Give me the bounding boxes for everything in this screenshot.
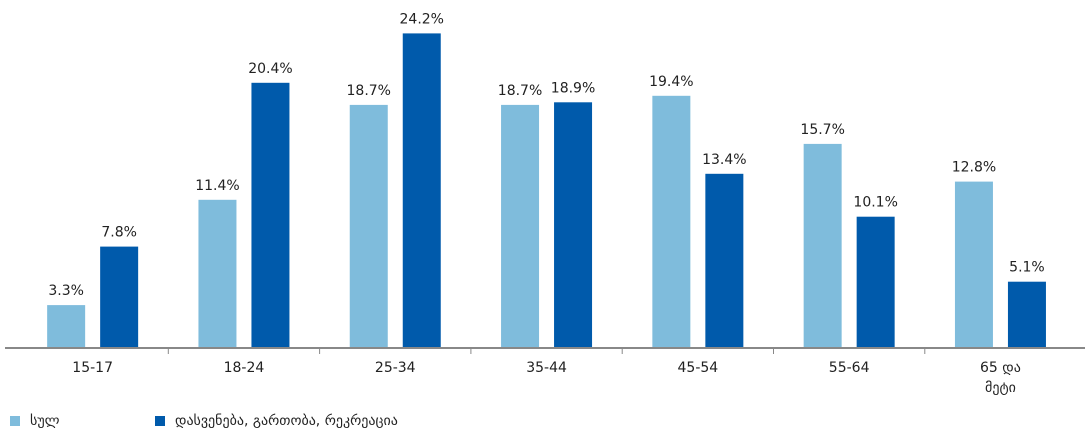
bar xyxy=(954,181,993,348)
bar xyxy=(47,305,86,348)
value-label: 19.4% xyxy=(649,74,693,90)
x-tick-label: 55-64 xyxy=(828,360,870,376)
legend-item: დასვენება, გართობა, რეკრეაცია xyxy=(155,413,398,429)
x-tick-label: 25-34 xyxy=(374,360,416,376)
x-tick-label: 35-44 xyxy=(526,360,567,376)
value-label: 11.4% xyxy=(195,178,239,194)
legend-label: სულ xyxy=(30,413,60,429)
bar xyxy=(251,82,290,349)
value-label: 3.3% xyxy=(48,283,84,299)
bar xyxy=(349,104,388,349)
value-label: 24.2% xyxy=(400,11,444,27)
bar xyxy=(803,143,842,348)
x-tick-label: 15-17 xyxy=(72,360,113,376)
legend-item: სულ xyxy=(10,413,60,429)
bar xyxy=(198,199,237,348)
x-tick-label: 18-24 xyxy=(223,360,265,376)
bar xyxy=(652,95,691,348)
value-label: 18.7% xyxy=(498,83,542,99)
legend-swatch xyxy=(155,416,165,426)
value-label: 10.1% xyxy=(853,195,897,211)
value-label: 5.1% xyxy=(1009,260,1045,276)
bar xyxy=(1007,281,1046,348)
value-label: 20.4% xyxy=(248,61,292,77)
x-tick-label: 65 და მეტი xyxy=(980,360,1021,396)
x-tick-label: 45-54 xyxy=(677,360,719,376)
value-label: 18.7% xyxy=(347,83,391,99)
bar xyxy=(402,33,441,349)
value-label: 12.8% xyxy=(952,160,996,176)
bar xyxy=(100,246,139,348)
bar xyxy=(501,104,540,349)
bar xyxy=(856,216,895,348)
legend-label: დასვენება, გართობა, რეკრეაცია xyxy=(175,413,398,429)
legend-swatch xyxy=(10,416,20,426)
value-label: 7.8% xyxy=(101,225,137,241)
value-label: 18.9% xyxy=(551,80,595,96)
value-label: 13.4% xyxy=(702,152,746,168)
bar xyxy=(705,173,744,348)
value-label: 15.7% xyxy=(800,122,844,138)
bar xyxy=(554,102,593,348)
